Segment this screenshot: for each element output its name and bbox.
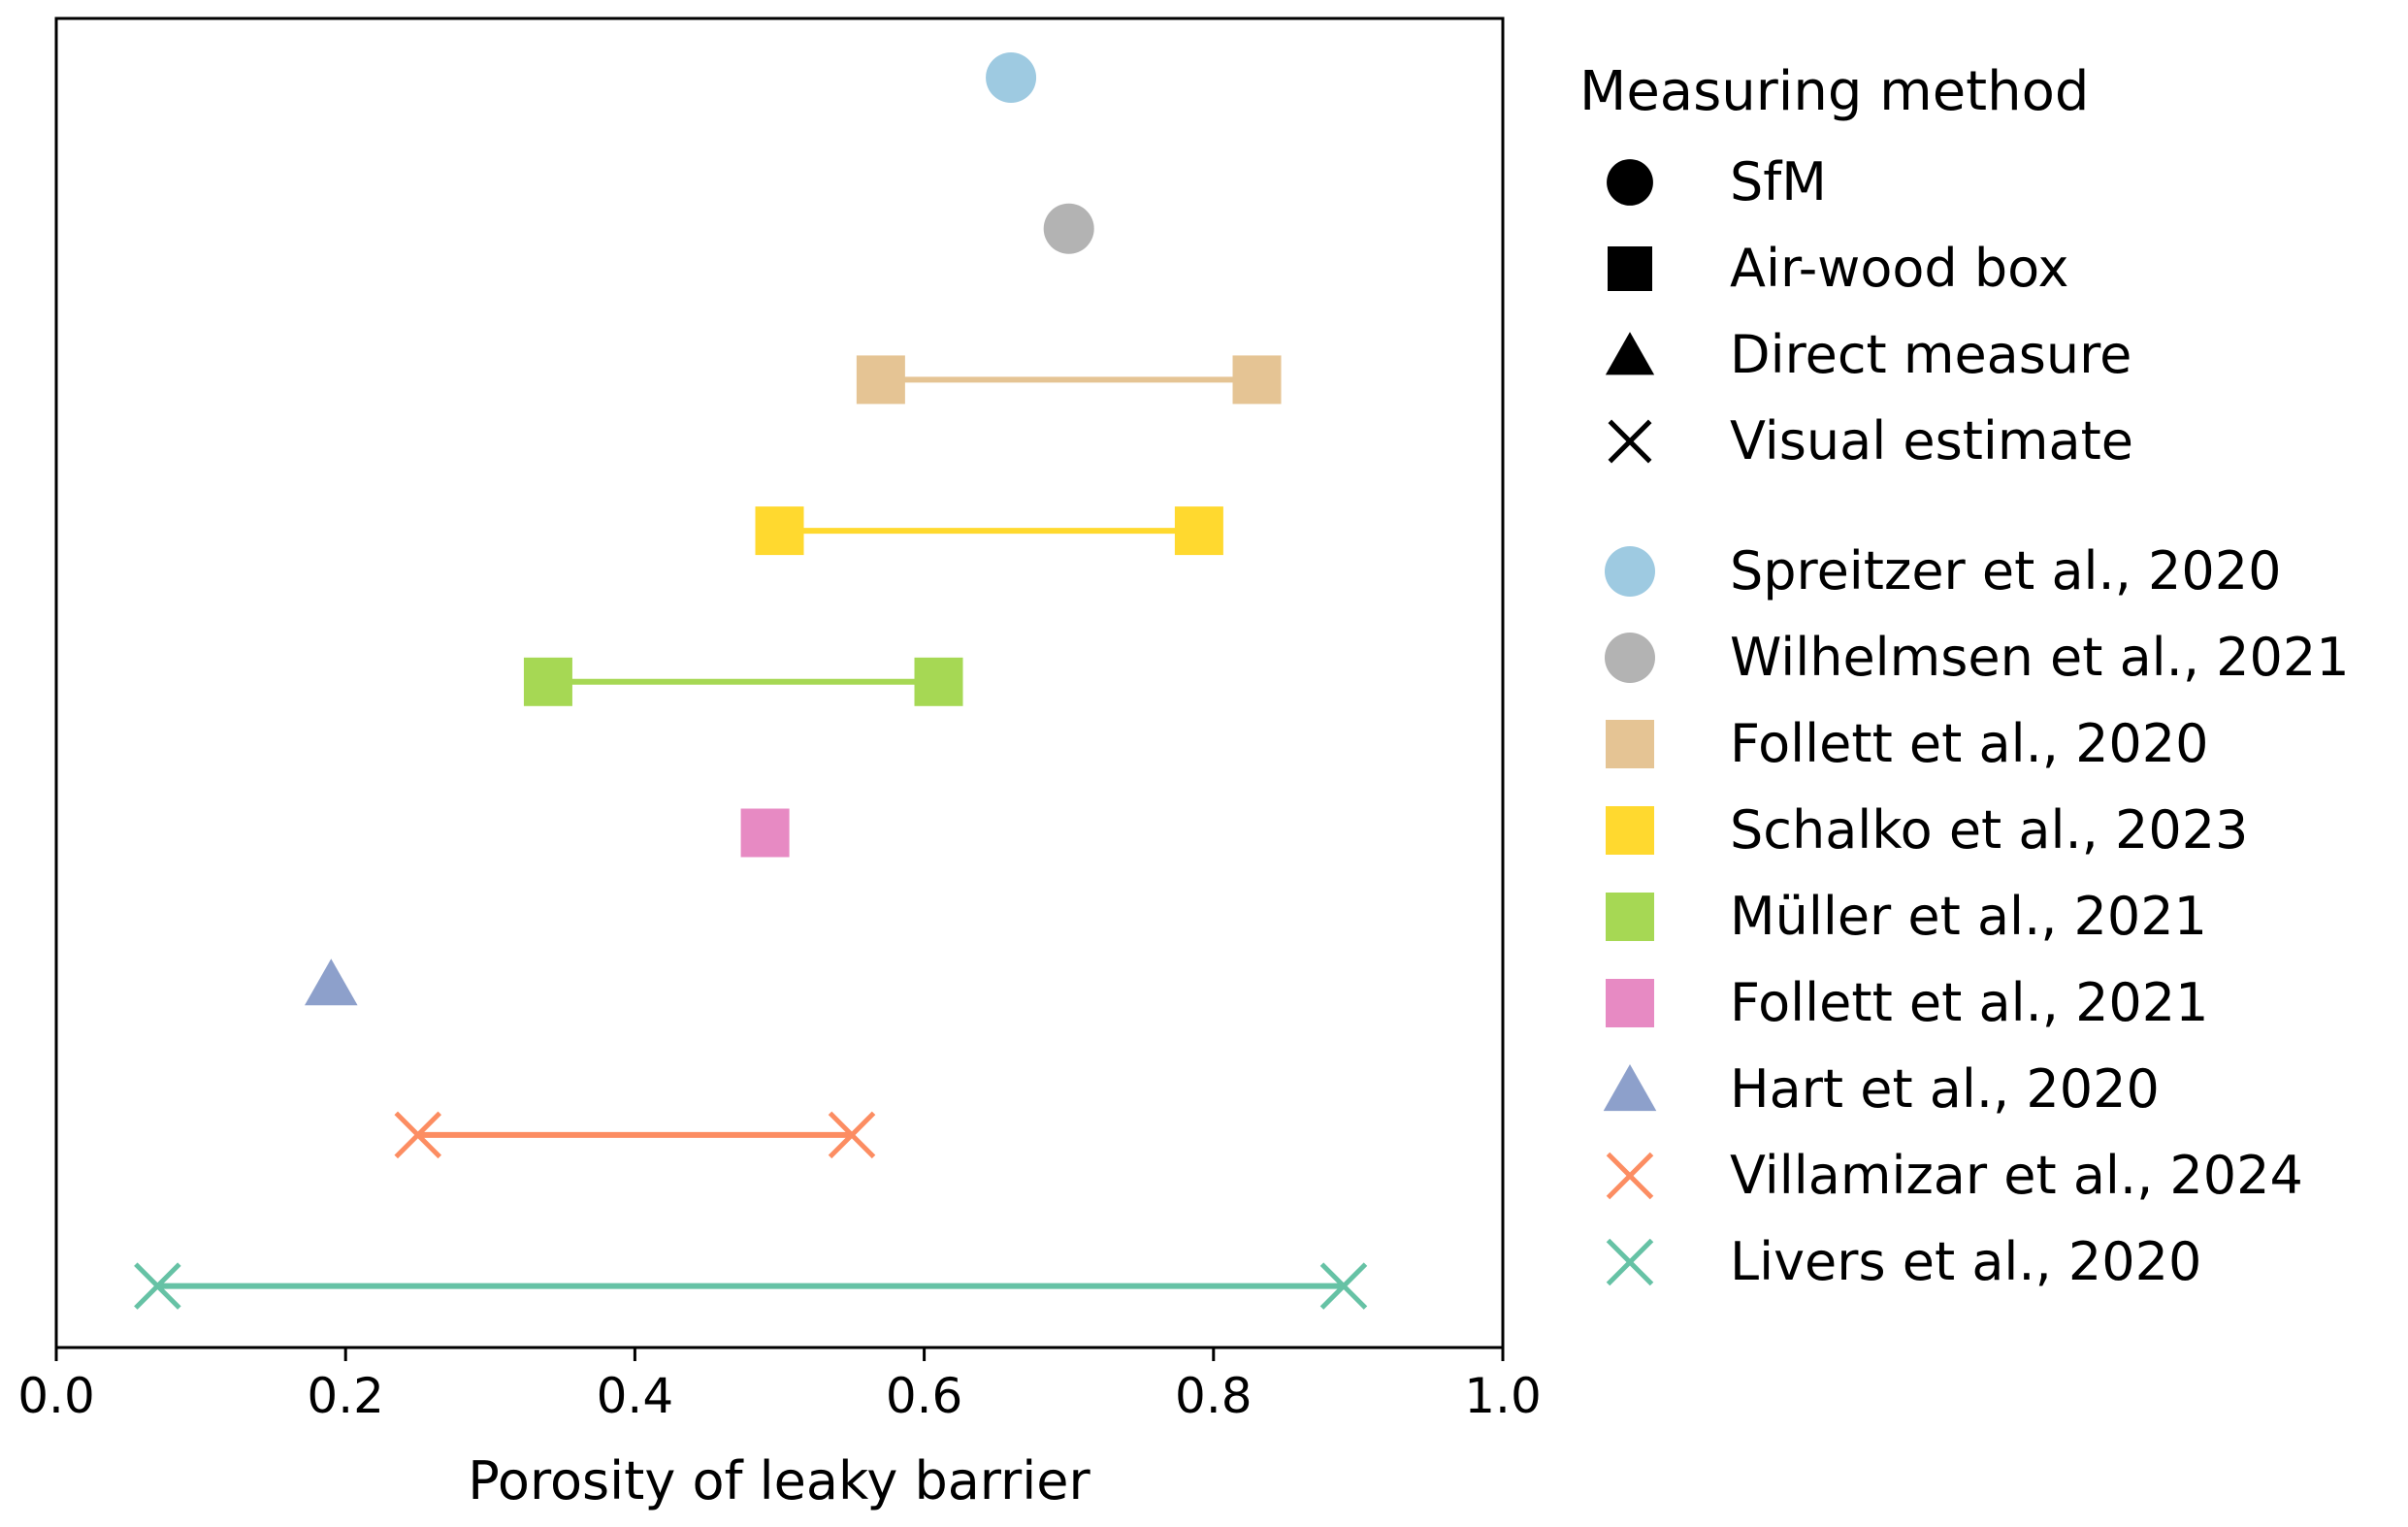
legend-method-marker-4 xyxy=(1608,419,1652,464)
legend-series-marker-4 xyxy=(1606,806,1654,855)
series-7-point-1 xyxy=(304,958,358,1006)
legend-series-label: Livers et al., 2020 xyxy=(1730,1231,2201,1292)
x-tick-label: 0.2 xyxy=(307,1368,384,1424)
legend-series-label: Villamizar et al., 2024 xyxy=(1730,1145,2303,1206)
series-8-point-2 xyxy=(828,1111,876,1159)
legend-series-marker-9-stroke-b xyxy=(1606,1238,1654,1286)
legend-series-label: Wilhelmsen et al., 2021 xyxy=(1730,627,2350,688)
x-tick-label: 1.0 xyxy=(1464,1368,1542,1424)
legend-method-label: Visual estimate xyxy=(1730,410,2133,471)
plot-frame xyxy=(54,16,1505,1349)
legend-method-label: SfM xyxy=(1730,151,1827,212)
legend-method-marker-3 xyxy=(1605,332,1655,375)
series-4-point-2 xyxy=(1174,506,1223,556)
legend-series-marker-8 xyxy=(1606,1152,1654,1200)
series-1-point-1 xyxy=(986,52,1037,103)
legend: Measuring method SfM Air-wood box Direct m… xyxy=(1579,60,2350,1292)
series-9-point-1-stroke-b xyxy=(134,1262,181,1310)
series-8-point-1 xyxy=(394,1111,442,1159)
series-8-point-1-stroke-b xyxy=(394,1111,442,1159)
legend-series-marker-1 xyxy=(1605,546,1655,597)
legend-series-marker-9 xyxy=(1606,1238,1654,1286)
legend-series-label: Schalko et al., 2023 xyxy=(1730,799,2248,861)
x-tick-label: 0.4 xyxy=(597,1368,674,1424)
legend-method-label: Air-wood box xyxy=(1730,238,2068,299)
x-tick-label: 0.0 xyxy=(17,1368,95,1424)
series-9-point-2-stroke-b xyxy=(1319,1262,1368,1310)
series-4-point-1 xyxy=(755,506,804,556)
legend-method-marker-4-stroke-b xyxy=(1608,419,1652,464)
x-tick-label: 0.6 xyxy=(886,1368,963,1424)
series-3-point-1 xyxy=(856,355,905,405)
legend-method-marker-2 xyxy=(1608,246,1652,291)
series-5-point-2 xyxy=(914,657,963,706)
legend-series-label: Müller et al., 2021 xyxy=(1730,886,2207,947)
series-3-point-2 xyxy=(1232,355,1282,405)
x-tick-label: 0.8 xyxy=(1175,1368,1253,1424)
series-6-point-1 xyxy=(740,808,790,858)
series-9-point-1 xyxy=(134,1262,181,1310)
legend-title: Measuring method xyxy=(1579,60,2089,123)
legend-method-marker-1 xyxy=(1607,159,1653,206)
legend-series-label: Follett et al., 2021 xyxy=(1730,972,2209,1033)
legend-method-label: Direct measure xyxy=(1730,324,2131,385)
series-8-point-2-stroke-b xyxy=(828,1111,876,1159)
plot-area xyxy=(134,52,1368,1310)
legend-series-marker-7 xyxy=(1603,1064,1657,1112)
x-axis: 0.0 0.2 0.4 0.6 0.8 1.0 xyxy=(17,1348,1542,1424)
legend-series-label: Hart et al., 2020 xyxy=(1730,1058,2160,1120)
legend-series-marker-2 xyxy=(1605,633,1655,683)
legend-series-label: Spreitzer et al., 2020 xyxy=(1730,540,2281,601)
legend-series-marker-8-stroke-b xyxy=(1606,1152,1654,1200)
legend-series-marker-5 xyxy=(1606,893,1654,941)
x-axis-label: Porosity of leaky barrier xyxy=(468,1450,1090,1511)
series-9-point-2 xyxy=(1319,1262,1368,1310)
legend-series-label: Follett et al., 2020 xyxy=(1730,713,2209,774)
legend-series-marker-6 xyxy=(1606,979,1654,1027)
legend-series-marker-3 xyxy=(1606,720,1654,768)
series-2-point-1 xyxy=(1043,203,1094,254)
series-5-point-1 xyxy=(523,657,572,706)
